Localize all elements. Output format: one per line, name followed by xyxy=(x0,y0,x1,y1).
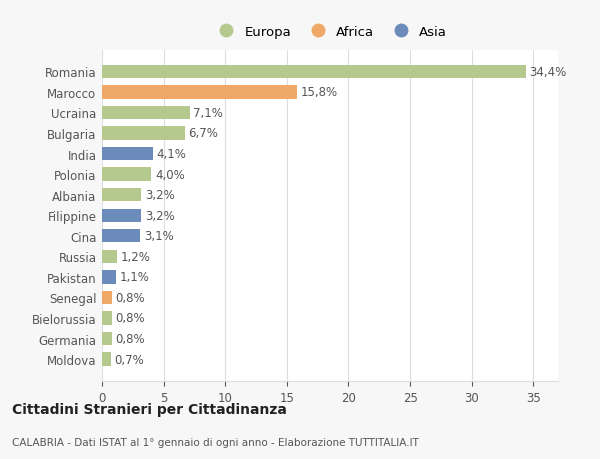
Legend: Europa, Africa, Asia: Europa, Africa, Asia xyxy=(208,21,452,44)
Text: 1,2%: 1,2% xyxy=(121,250,151,263)
Text: 0,7%: 0,7% xyxy=(115,353,144,366)
Bar xyxy=(102,209,142,223)
Text: 3,1%: 3,1% xyxy=(144,230,173,243)
Bar xyxy=(102,86,297,99)
Bar xyxy=(102,271,116,284)
Bar xyxy=(102,312,112,325)
Text: 6,7%: 6,7% xyxy=(188,127,218,140)
Bar xyxy=(102,250,117,263)
Text: 34,4%: 34,4% xyxy=(530,66,567,78)
Bar xyxy=(102,291,112,304)
Text: 0,8%: 0,8% xyxy=(116,291,145,304)
Bar xyxy=(102,66,526,79)
Text: 15,8%: 15,8% xyxy=(301,86,338,99)
Text: 3,2%: 3,2% xyxy=(145,189,175,202)
Bar xyxy=(102,127,185,140)
Text: 1,1%: 1,1% xyxy=(119,271,149,284)
Text: 3,2%: 3,2% xyxy=(145,209,175,222)
Text: 7,1%: 7,1% xyxy=(193,106,223,120)
Text: 0,8%: 0,8% xyxy=(116,312,145,325)
Text: 0,8%: 0,8% xyxy=(116,332,145,345)
Text: 4,1%: 4,1% xyxy=(156,148,186,161)
Bar xyxy=(102,106,190,120)
Bar xyxy=(102,168,151,181)
Text: Cittadini Stranieri per Cittadinanza: Cittadini Stranieri per Cittadinanza xyxy=(12,402,287,416)
Text: CALABRIA - Dati ISTAT al 1° gennaio di ogni anno - Elaborazione TUTTITALIA.IT: CALABRIA - Dati ISTAT al 1° gennaio di o… xyxy=(12,437,419,447)
Bar xyxy=(102,147,152,161)
Bar xyxy=(102,332,112,346)
Bar xyxy=(102,189,142,202)
Bar xyxy=(102,353,110,366)
Text: 4,0%: 4,0% xyxy=(155,168,185,181)
Bar xyxy=(102,230,140,243)
